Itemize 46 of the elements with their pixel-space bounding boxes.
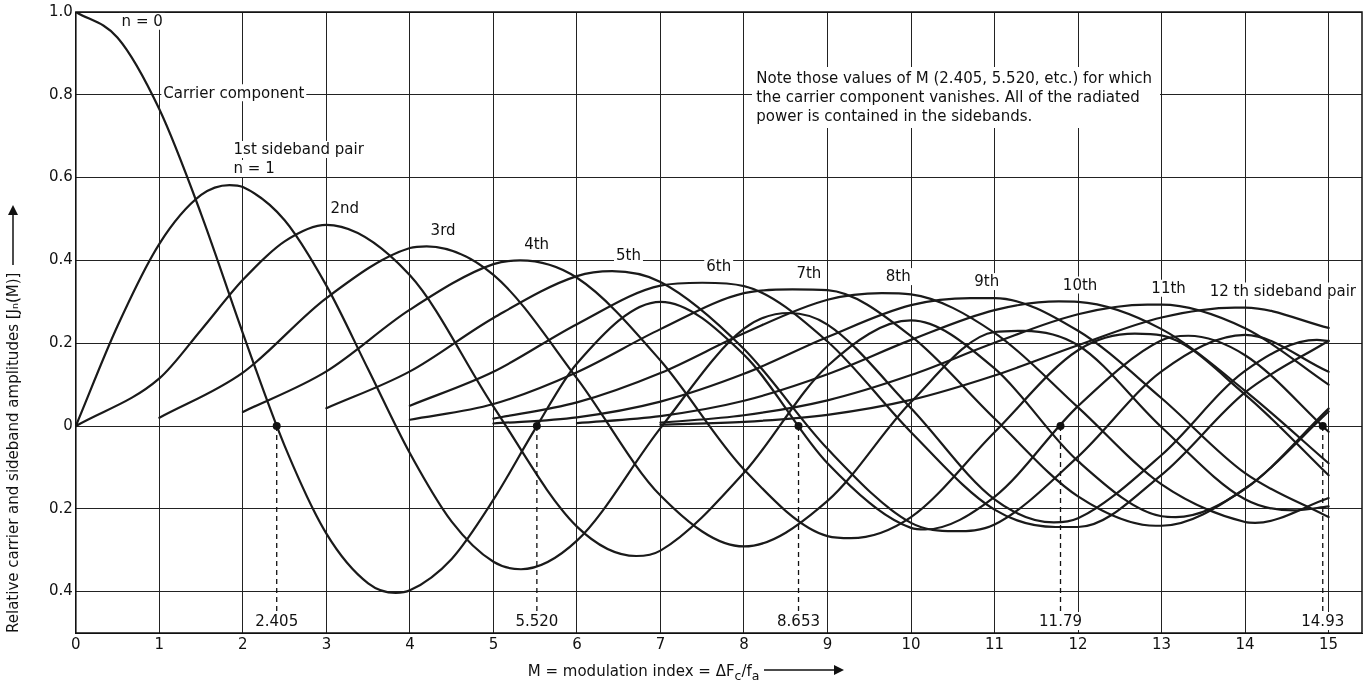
annotation: 6th xyxy=(706,257,732,276)
x-tick-label: 15 xyxy=(1319,634,1339,653)
x-tick-label: 3 xyxy=(321,634,332,653)
annotation: 3rd xyxy=(430,220,456,239)
x-tick-label: 13 xyxy=(1152,634,1172,653)
y-tick-label: 0.2 xyxy=(49,498,73,517)
x-tick-label: 4 xyxy=(405,634,415,653)
y-tick-label: 0.2 xyxy=(49,333,73,352)
annotation: 4th xyxy=(524,234,550,253)
annotation: n = 1 xyxy=(233,159,275,178)
x-tick-label: 8 xyxy=(739,634,749,653)
annotation: Note those values of M (2.405, 5.520, etc.) for which the carrier component vanishes. All of the radiated power is contained in the sidebands. xyxy=(752,67,1161,128)
x-tick-label: 9 xyxy=(822,634,833,653)
annotation: Carrier component xyxy=(163,83,305,102)
annotation: 11th xyxy=(1151,279,1186,298)
x-tick-label: 1 xyxy=(154,634,165,653)
annotation: 7th xyxy=(796,263,822,282)
annotation: 2nd xyxy=(330,199,359,218)
x-tick-label: 6 xyxy=(572,634,582,653)
y-tick-label: 1.0 xyxy=(49,1,73,20)
annotation: 9th xyxy=(974,272,1000,291)
x-tick-label: 5 xyxy=(488,634,499,653)
annotation: 1st sideband pair xyxy=(233,140,365,159)
x-tick-label: 14 xyxy=(1235,634,1255,653)
y-tick-label: 0 xyxy=(63,415,73,434)
y-tick-label: 0.8 xyxy=(49,84,73,103)
y-tick-label: 0.4 xyxy=(49,581,73,600)
x-tick-label: 12 xyxy=(1068,634,1088,653)
annotation: 8.653 xyxy=(777,612,820,631)
annotation: 2.405 xyxy=(255,612,299,631)
x-tick-label: 7 xyxy=(655,634,666,653)
annotation: 11.79 xyxy=(1039,612,1082,631)
annotation: 12 th sideband pair xyxy=(1209,281,1357,300)
y-tick-label: 0.4 xyxy=(49,250,73,269)
annotation: n = 0 xyxy=(121,12,163,31)
annotation: 5.520 xyxy=(515,612,559,631)
annotation: 5th xyxy=(616,245,641,264)
annotation: 10th xyxy=(1062,275,1098,294)
y-tick-label: 0.6 xyxy=(49,167,73,186)
x-tick-label: 10 xyxy=(901,634,921,653)
x-tick-label: 11 xyxy=(984,634,1005,653)
x-tick-label: 2 xyxy=(238,634,248,653)
y-axis-title: Relative carrier and sideband amplitudes [Jₙ(M)] xyxy=(4,272,22,633)
x-axis-title: M = modulation index = ΔF$_{c}$/f$_{a}$ xyxy=(526,662,761,683)
annotation: 8th xyxy=(885,267,911,286)
annotation: 14.93 xyxy=(1301,612,1345,631)
